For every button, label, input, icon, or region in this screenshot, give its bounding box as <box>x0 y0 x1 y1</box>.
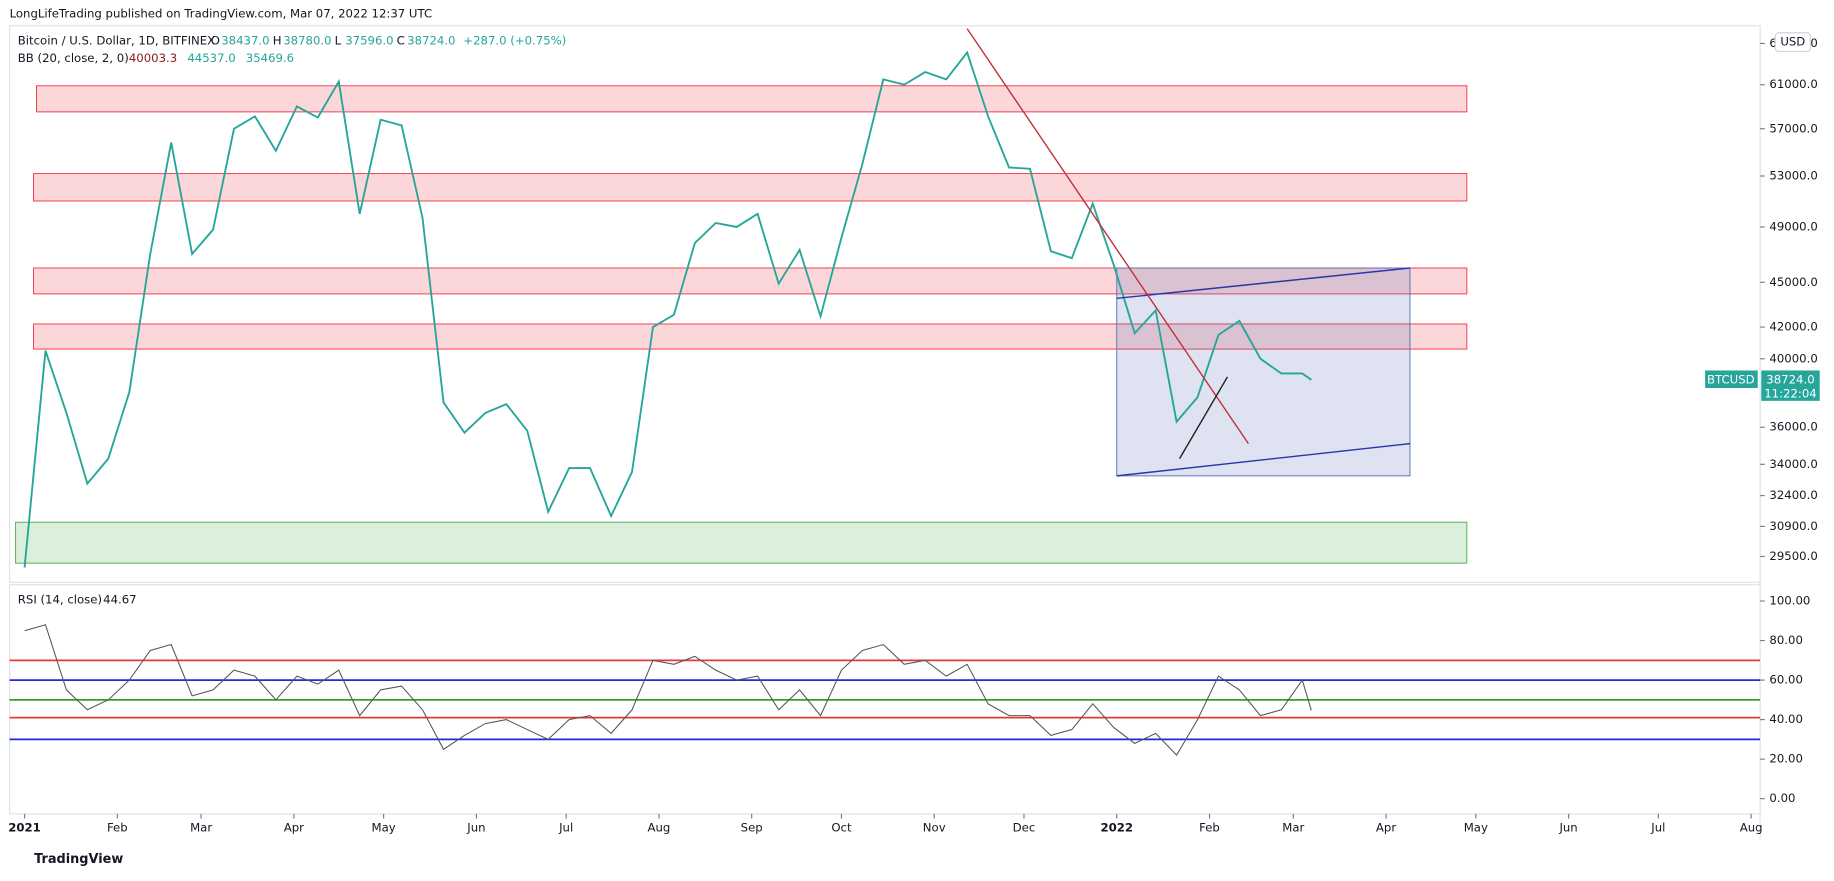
y-tick-label: 36000.0 <box>1769 420 1817 434</box>
x-tick-label: Aug <box>648 820 671 834</box>
zone <box>1116 267 1411 477</box>
rsi-tick-label: 100.00 <box>1769 594 1810 608</box>
zone <box>36 85 1468 113</box>
y-tick-label: 40000.0 <box>1769 351 1817 365</box>
currency-button <box>1774 32 1811 53</box>
zone <box>15 521 1468 564</box>
x-tick-label: Jun <box>466 820 485 834</box>
y-tick-label: 34000.0 <box>1769 457 1817 471</box>
x-tick-label: Sep <box>741 820 763 834</box>
zone <box>33 267 1468 295</box>
ohlc-value: 37596.0 <box>345 33 393 47</box>
x-tick-label: Dec <box>1013 820 1036 834</box>
y-tick-label: 61000.0 <box>1769 77 1817 91</box>
y-tick-label: 57000.0 <box>1769 121 1817 135</box>
trend-line <box>1116 267 1411 300</box>
y-tick-label: 53000.0 <box>1769 169 1817 183</box>
x-tick-label: Jul <box>1650 820 1665 834</box>
bb-value: 35469.6 <box>246 51 294 65</box>
footer-brand: TradingView <box>34 852 123 867</box>
price-tag-symbol-bg <box>1705 370 1758 389</box>
x-tick-label: Oct <box>831 820 852 834</box>
publisher: LongLifeTrading published on TradingView… <box>10 7 433 21</box>
bb-value: 44537.0 <box>187 51 235 65</box>
rsi-line <box>24 624 1312 757</box>
ohlc-value: 38437.0 <box>221 33 269 47</box>
price-tag-bg <box>1761 370 1820 401</box>
x-tick-label: 2021 <box>8 820 41 834</box>
x-tick-label: Mar <box>190 820 212 834</box>
rsi-tick-label: 0.00 <box>1769 791 1795 805</box>
x-tick-label: Nov <box>923 820 946 834</box>
ohlc-label: L <box>335 33 342 47</box>
ohlc-label: H <box>273 33 282 47</box>
zone <box>33 173 1468 202</box>
rsi-tick-label: 80.00 <box>1769 633 1802 647</box>
ohlc-label: C <box>397 33 405 47</box>
price-line <box>23 50 1312 568</box>
x-tick-label: Mar <box>1282 820 1304 834</box>
x-tick-label: Apr <box>1376 820 1396 834</box>
ohlc-value: 38780.0 <box>283 33 331 47</box>
y-tick-label: 32400.0 <box>1769 488 1817 502</box>
currency: USD <box>1780 35 1805 49</box>
x-tick-label: Aug <box>1740 820 1763 834</box>
trend-line <box>1178 376 1229 459</box>
y-tick-label: 49000.0 <box>1769 219 1817 233</box>
ohlc-label: O <box>211 33 220 47</box>
rsi-last: 44.67 <box>103 592 136 606</box>
x-tick-label: Feb <box>107 820 128 834</box>
y-tick-label: 29500.0 <box>1769 549 1817 563</box>
x-tick-label: May <box>1464 820 1488 834</box>
rsi-tick-label: 40.00 <box>1769 712 1802 726</box>
y-tick-label: 45000.0 <box>1769 275 1817 289</box>
x-tick-label: Apr <box>284 820 304 834</box>
y-tick-label: 30900.0 <box>1769 519 1817 533</box>
x-tick-label: Feb <box>1199 820 1220 834</box>
ohlc-value: 38724.0 <box>407 33 455 47</box>
price-tag-value: 38724.0 <box>1766 372 1814 386</box>
rsi-name: RSI (14, close) <box>18 592 102 606</box>
rsi-tick-label: 20.00 <box>1769 752 1802 766</box>
x-tick-label: Jul <box>558 820 573 834</box>
bb-name: BB (20, close, 2, 0) <box>18 51 129 65</box>
rsi-tick-label: 60.00 <box>1769 673 1802 687</box>
bb-value: 40003.3 <box>129 51 177 65</box>
y-tick-label: 42000.0 <box>1769 320 1817 334</box>
trend-line <box>966 28 1249 445</box>
x-tick-label: 2022 <box>1100 820 1133 834</box>
trend-line <box>1116 442 1411 477</box>
symbol-title: Bitcoin / U.S. Dollar, 1D, BITFINEX <box>18 33 215 47</box>
x-tick-label: May <box>372 820 396 834</box>
x-tick-label: Jun <box>1558 820 1577 834</box>
price-tag-countdown: 11:22:04 <box>1764 386 1817 400</box>
change: +287.0 (+0.75%) <box>463 33 566 47</box>
price-tag-symbol: BTCUSD <box>1707 372 1755 386</box>
